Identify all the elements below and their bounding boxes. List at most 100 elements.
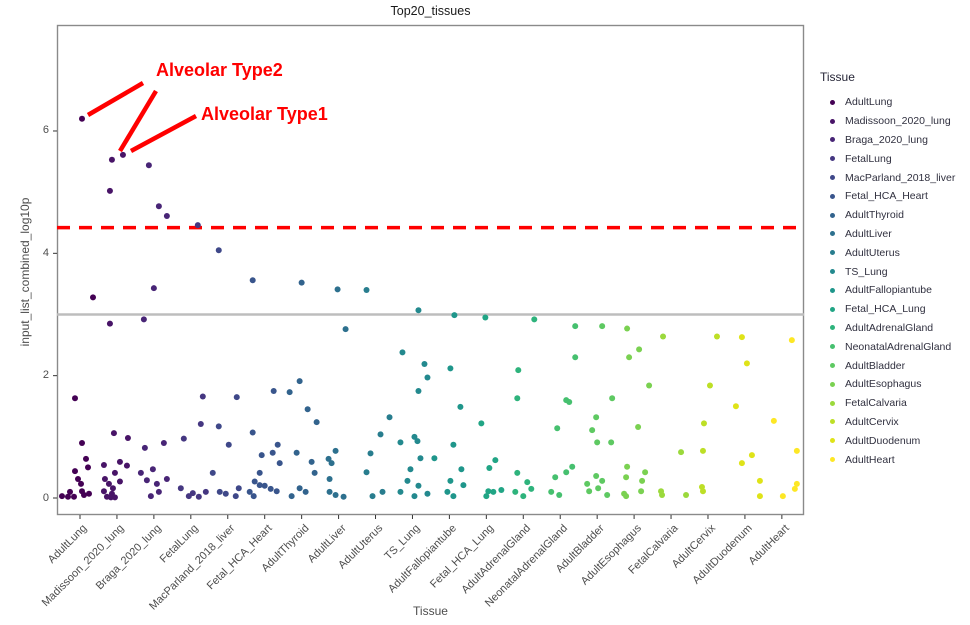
data-point [185, 493, 192, 500]
legend-dot-icon [830, 344, 835, 350]
data-point [623, 493, 630, 500]
data-point [143, 477, 150, 484]
data-point [267, 485, 274, 492]
data-point [498, 487, 505, 494]
legend-item: AdultUterus [820, 243, 968, 262]
y-tick-label: 6 [42, 124, 49, 137]
data-point [528, 485, 535, 492]
legend-label: AdultFallopiantube [845, 284, 932, 297]
y-tick-label: 0 [42, 491, 49, 504]
legend-dot-icon [830, 156, 835, 162]
data-point [531, 316, 538, 323]
annotation-text: Alveolar Type2 [156, 60, 283, 80]
data-point [748, 452, 755, 459]
data-point [225, 441, 232, 448]
data-point [639, 477, 646, 484]
data-point [109, 485, 116, 492]
data-point [258, 452, 265, 459]
data-point [215, 247, 222, 254]
data-point [177, 485, 184, 492]
data-point [100, 488, 107, 495]
data-point [415, 307, 422, 314]
data-point [256, 469, 263, 476]
data-point [609, 395, 616, 402]
data-point [486, 465, 493, 472]
data-point [106, 320, 113, 327]
data-point [397, 439, 404, 446]
data-point [233, 394, 240, 401]
legend-dot-icon [830, 137, 835, 143]
legend-item: TS_Lung [820, 262, 968, 281]
data-point [520, 493, 527, 500]
data-point [660, 333, 667, 340]
data-point [732, 403, 739, 410]
legend-item: AdultThyroid [820, 206, 968, 225]
data-point [216, 488, 223, 495]
data-point [411, 493, 418, 500]
data-point [199, 393, 206, 400]
legend-dot-icon [830, 363, 835, 369]
data-point [706, 382, 713, 389]
data-point [424, 490, 431, 497]
data-point [569, 463, 576, 470]
legend-dot-icon [830, 118, 835, 124]
data-point [415, 482, 422, 489]
data-point [699, 488, 706, 495]
data-point [137, 469, 144, 476]
legend-dot-icon [830, 400, 835, 406]
data-point [311, 469, 318, 476]
data-point [293, 449, 300, 456]
data-point [110, 430, 117, 437]
data-point [302, 488, 309, 495]
data-point [608, 439, 615, 446]
data-point [85, 464, 91, 471]
y-tick-label: 4 [42, 246, 49, 259]
data-point [342, 326, 349, 333]
data-point [298, 279, 305, 286]
legend-label: AdultAdrenalGland [845, 321, 934, 334]
data-point [276, 460, 283, 467]
data-point [251, 478, 258, 485]
legend-item: AdultAdrenalGland [820, 319, 968, 338]
legend-dot-icon [830, 287, 835, 293]
data-point [105, 480, 112, 487]
data-point [79, 115, 85, 122]
data-point [108, 156, 115, 163]
legend-item: FetalCalvaria [820, 394, 968, 413]
legend-label: AdultHeart [845, 453, 895, 466]
legend-item: FetalLung [820, 149, 968, 168]
data-point [624, 463, 631, 470]
data-point [369, 493, 376, 500]
data-point [457, 403, 464, 410]
data-point [460, 482, 467, 489]
data-point [713, 333, 720, 340]
data-point [593, 414, 600, 421]
data-point [72, 468, 78, 475]
data-point [636, 346, 643, 353]
legend-dot-icon [830, 325, 835, 331]
data-point [304, 406, 311, 413]
annotation-leader-line [118, 89, 158, 153]
data-point [78, 480, 84, 487]
legend-item: Madissoon_2020_lung [820, 112, 968, 131]
data-point [646, 382, 653, 389]
legend-item: Fetal_HCA_Heart [820, 187, 968, 206]
data-point [407, 466, 414, 473]
legend-item: NeonatalAdrenalGland [820, 337, 968, 356]
data-point [756, 477, 763, 484]
data-point [485, 488, 492, 495]
data-point [150, 285, 157, 292]
data-point [90, 294, 96, 301]
data-point [334, 286, 341, 293]
data-point [421, 361, 428, 368]
data-point [101, 476, 108, 483]
data-point [119, 151, 126, 158]
data-point [404, 477, 411, 484]
data-point [163, 213, 170, 220]
data-point [111, 494, 118, 501]
legend-dot-icon [830, 419, 835, 425]
data-point [635, 424, 642, 431]
data-point [147, 493, 154, 500]
data-point [261, 482, 268, 489]
annotation-leader-line [86, 81, 145, 117]
